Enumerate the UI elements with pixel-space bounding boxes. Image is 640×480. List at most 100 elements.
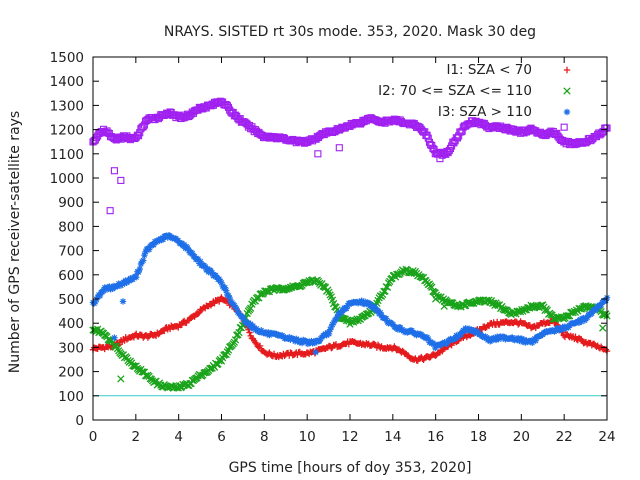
data-point: [483, 334, 490, 341]
x-tick-label: 4: [174, 429, 183, 445]
outlier-point: [110, 167, 118, 175]
outlier-point: [436, 155, 444, 163]
y-tick-label: 800: [58, 219, 84, 235]
legend: I1: SZA < 70 I2: 70 <= SZA <= 110 I3: SZA …: [378, 62, 571, 120]
outlier-point: [599, 324, 607, 332]
data-point: [136, 265, 143, 273]
outlier-group: [111, 298, 319, 356]
outlier-point: [106, 207, 114, 215]
data-point: [106, 283, 113, 290]
data-point: [240, 315, 247, 322]
data-point: [501, 333, 508, 341]
data-point: [451, 335, 459, 342]
data-point: [140, 257, 147, 264]
outlier-point: [440, 302, 448, 310]
data-point: [212, 272, 219, 279]
data-point: [194, 310, 202, 317]
data-point: [159, 236, 167, 243]
data-point: [204, 265, 211, 272]
data-point: [213, 360, 221, 369]
data-point: [226, 294, 233, 302]
data-point: [367, 301, 375, 308]
data-point: [425, 335, 432, 343]
data-point: [246, 329, 253, 336]
outlier-point: [432, 295, 440, 303]
data-point: [295, 337, 302, 344]
data-point: [96, 292, 104, 300]
x-tick-label: 24: [598, 429, 615, 445]
y-tick-label: 1300: [50, 98, 84, 114]
data-point: [249, 322, 257, 330]
y-tick-label: 100: [58, 389, 84, 405]
legend-label: I2: 70 <= SZA <= 110: [378, 83, 532, 99]
data-point: [443, 340, 451, 347]
data-point: [150, 241, 157, 249]
data-point: [529, 339, 536, 347]
data-point: [560, 326, 567, 333]
data-point: [588, 310, 596, 317]
data-point: [520, 336, 528, 343]
data-point: [286, 334, 293, 341]
data-point: [575, 319, 583, 327]
data-point: [188, 376, 196, 384]
data-point: [344, 302, 351, 309]
data-point: [215, 275, 223, 283]
outlier-point: [111, 334, 118, 341]
y-tick-label: 0: [75, 413, 84, 429]
data-point: [475, 329, 482, 336]
data-point: [328, 323, 335, 331]
data-point: [145, 246, 153, 253]
data-point: [323, 332, 330, 339]
data-point: [445, 146, 453, 155]
data-point: [175, 237, 182, 244]
data-point: [361, 298, 369, 305]
y-tick-label: 1100: [50, 147, 84, 163]
data-point: [518, 335, 525, 342]
outlier-group: [106, 123, 568, 215]
outlier-point: [335, 144, 343, 152]
data-point: [144, 334, 152, 341]
data-point: [304, 340, 312, 348]
legend-marker: [563, 108, 571, 116]
data-point: [164, 234, 171, 241]
data-point: [298, 339, 306, 347]
legend-marker: [563, 87, 571, 95]
data-point: [113, 344, 122, 353]
data-point: [583, 314, 591, 321]
data-point: [371, 303, 378, 310]
data-point: [142, 248, 149, 255]
data-point: [161, 327, 168, 335]
outlier-group: [117, 295, 607, 383]
data-point: [208, 269, 216, 277]
data-point: [225, 292, 232, 299]
data-point: [377, 309, 384, 316]
data-point: [121, 280, 128, 287]
data-point: [515, 334, 522, 342]
data-point: [338, 309, 346, 316]
data-point: [117, 282, 125, 289]
data-point: [383, 283, 392, 291]
data-point: [378, 312, 385, 319]
data-point: [233, 305, 240, 313]
x-tick-label: 2: [132, 429, 141, 445]
data-point: [325, 330, 333, 338]
data-point: [552, 327, 559, 334]
data-point: [381, 287, 389, 295]
data-point: [293, 335, 300, 343]
x-tick-label: 22: [556, 429, 573, 445]
legend-label: I1: SZA < 70: [446, 62, 532, 78]
x-tick-label: 12: [341, 429, 358, 445]
data-point: [100, 287, 107, 294]
data-point: [495, 336, 502, 343]
data-point: [103, 286, 111, 293]
series-3: [89, 97, 611, 159]
chart-title: NRAYS. SISTED rt 30s mode. 353, 2020. Ma…: [164, 24, 536, 40]
data-point: [492, 336, 500, 344]
data-point: [184, 244, 191, 252]
x-tick-label: 8: [260, 429, 269, 445]
data-point: [245, 319, 252, 327]
data-point: [576, 316, 584, 323]
data-point: [197, 258, 204, 265]
x-tick-label: 20: [513, 429, 530, 445]
series-2: [89, 232, 611, 352]
